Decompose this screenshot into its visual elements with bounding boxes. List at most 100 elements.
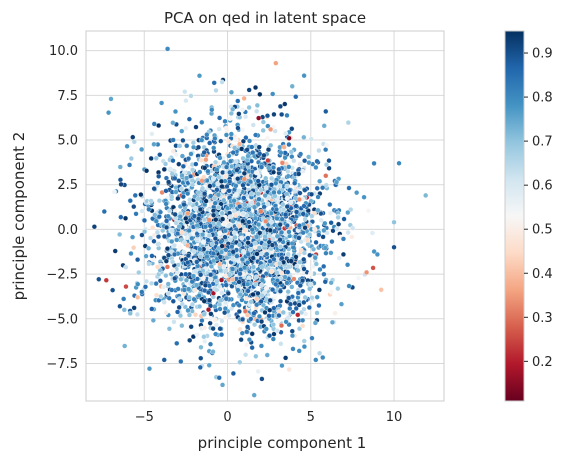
scatter-point: [228, 131, 234, 137]
scatter-point: [161, 357, 167, 363]
scatter-point: [193, 161, 199, 167]
scatter-point: [282, 130, 289, 136]
scatter-point: [321, 123, 327, 129]
scatter-point: [166, 208, 173, 214]
scatter-point: [121, 296, 127, 302]
scatter-point: [200, 232, 206, 238]
scatter-point: [146, 261, 152, 267]
scatter-point: [263, 285, 270, 291]
scatter-point: [223, 164, 230, 170]
scatter-point: [182, 89, 188, 95]
scatter-point: [240, 218, 246, 224]
y-tick-label: 5.0: [57, 134, 78, 149]
scatter-point: [273, 206, 280, 212]
scatter-point: [184, 143, 190, 149]
scatter-point: [248, 299, 254, 305]
scatter-point: [302, 187, 308, 193]
scatter-point: [302, 225, 308, 231]
scatter-point: [271, 189, 277, 195]
scatter-point: [163, 224, 170, 230]
scatter-point: [170, 120, 176, 126]
scatter-point: [163, 175, 169, 181]
scatter-point: [284, 222, 290, 229]
scatter-point: [269, 175, 275, 182]
scatter-point: [297, 259, 303, 265]
scatter-point: [192, 312, 199, 318]
scatter-point: [229, 243, 235, 250]
scatter-point: [273, 281, 279, 287]
scatter-point: [271, 256, 277, 262]
scatter-point: [270, 287, 276, 293]
scatter-point: [174, 230, 181, 237]
scatter-point: [157, 278, 163, 284]
scatter-point: [249, 191, 255, 197]
scatter-point: [161, 284, 167, 290]
scatter-point: [288, 199, 294, 205]
scatter-point: [189, 279, 195, 285]
scatter-point: [253, 353, 259, 359]
scatter-point: [249, 331, 255, 337]
scatter-point: [146, 366, 153, 372]
scatter-point: [213, 322, 220, 328]
scatter-point: [196, 292, 202, 299]
scatter-point: [301, 338, 307, 344]
scatter-point: [255, 201, 261, 207]
scatter-point: [249, 144, 255, 150]
scatter-point: [237, 271, 243, 277]
scatter-point: [222, 310, 228, 316]
scatter-point: [296, 348, 302, 354]
scatter-point: [286, 295, 292, 301]
scatter-point: [265, 123, 271, 129]
scatter-point: [259, 376, 265, 382]
scatter-point: [280, 202, 286, 208]
scatter-point: [241, 195, 247, 201]
scatter-point: [262, 234, 268, 240]
scatter-point: [215, 181, 221, 187]
scatter-point: [250, 255, 256, 261]
scatter-point: [183, 215, 189, 222]
scatter-point: [155, 264, 161, 270]
scatter-point: [221, 197, 227, 203]
scatter-point: [207, 320, 213, 326]
scatter-point: [265, 201, 271, 207]
scatter-point: [194, 259, 200, 265]
scatter-point: [297, 161, 304, 167]
scatter-point: [217, 326, 223, 332]
scatter-point: [223, 247, 229, 253]
scatter-point: [197, 227, 203, 234]
x-tick-label: 5: [307, 410, 315, 425]
colorbar-tick-label: 0.4: [532, 267, 553, 282]
scatter-point: [134, 311, 140, 317]
scatter-point: [259, 282, 265, 288]
scatter-point: [268, 142, 274, 148]
scatter-point: [301, 250, 307, 256]
scatter-point: [277, 103, 283, 109]
scatter-point: [139, 232, 145, 238]
scatter-point: [166, 179, 172, 185]
scatter-point: [322, 279, 328, 285]
scatter-point: [127, 198, 133, 204]
scatter-point: [160, 228, 166, 234]
scatter-point: [317, 266, 323, 273]
scatter-point: [181, 287, 187, 293]
scatter-point: [349, 234, 355, 240]
y-tick-label: −7.5: [46, 357, 78, 372]
y-tick-label: −2.5: [46, 268, 78, 283]
scatter-point: [194, 222, 200, 229]
scatter-point: [320, 354, 326, 361]
scatter-point: [149, 131, 155, 137]
scatter-point: [340, 236, 347, 242]
scatter-point: [265, 157, 271, 164]
scatter-point: [217, 254, 223, 260]
scatter-point: [249, 345, 255, 351]
scatter-point: [282, 274, 288, 280]
scatter-point: [219, 243, 225, 249]
scatter-point: [128, 250, 134, 257]
scatter-point: [118, 181, 124, 187]
scatter-point: [179, 229, 185, 235]
scatter-point: [228, 89, 235, 95]
scatter-point: [237, 203, 243, 210]
scatter-point: [241, 248, 247, 255]
scatter-point: [150, 317, 156, 323]
scatter-point: [271, 305, 277, 311]
